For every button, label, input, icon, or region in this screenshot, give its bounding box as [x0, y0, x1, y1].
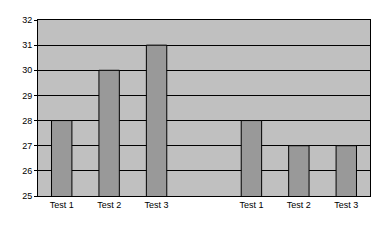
svg-text:29: 29 [22, 91, 32, 101]
svg-text:31: 31 [22, 40, 32, 50]
svg-text:Test 3: Test 3 [145, 200, 169, 210]
svg-text:Test 1: Test 1 [50, 200, 74, 210]
svg-text:Test 2: Test 2 [287, 200, 311, 210]
svg-text:Test 1: Test 1 [239, 200, 263, 210]
svg-text:Test 2: Test 2 [97, 200, 121, 210]
svg-text:28: 28 [22, 116, 32, 126]
svg-text:26: 26 [22, 166, 32, 176]
svg-text:25: 25 [22, 191, 32, 201]
svg-text:Test 3: Test 3 [334, 200, 358, 210]
svg-text:30: 30 [22, 65, 32, 75]
svg-text:32: 32 [22, 15, 32, 25]
svg-text:27: 27 [22, 141, 32, 151]
